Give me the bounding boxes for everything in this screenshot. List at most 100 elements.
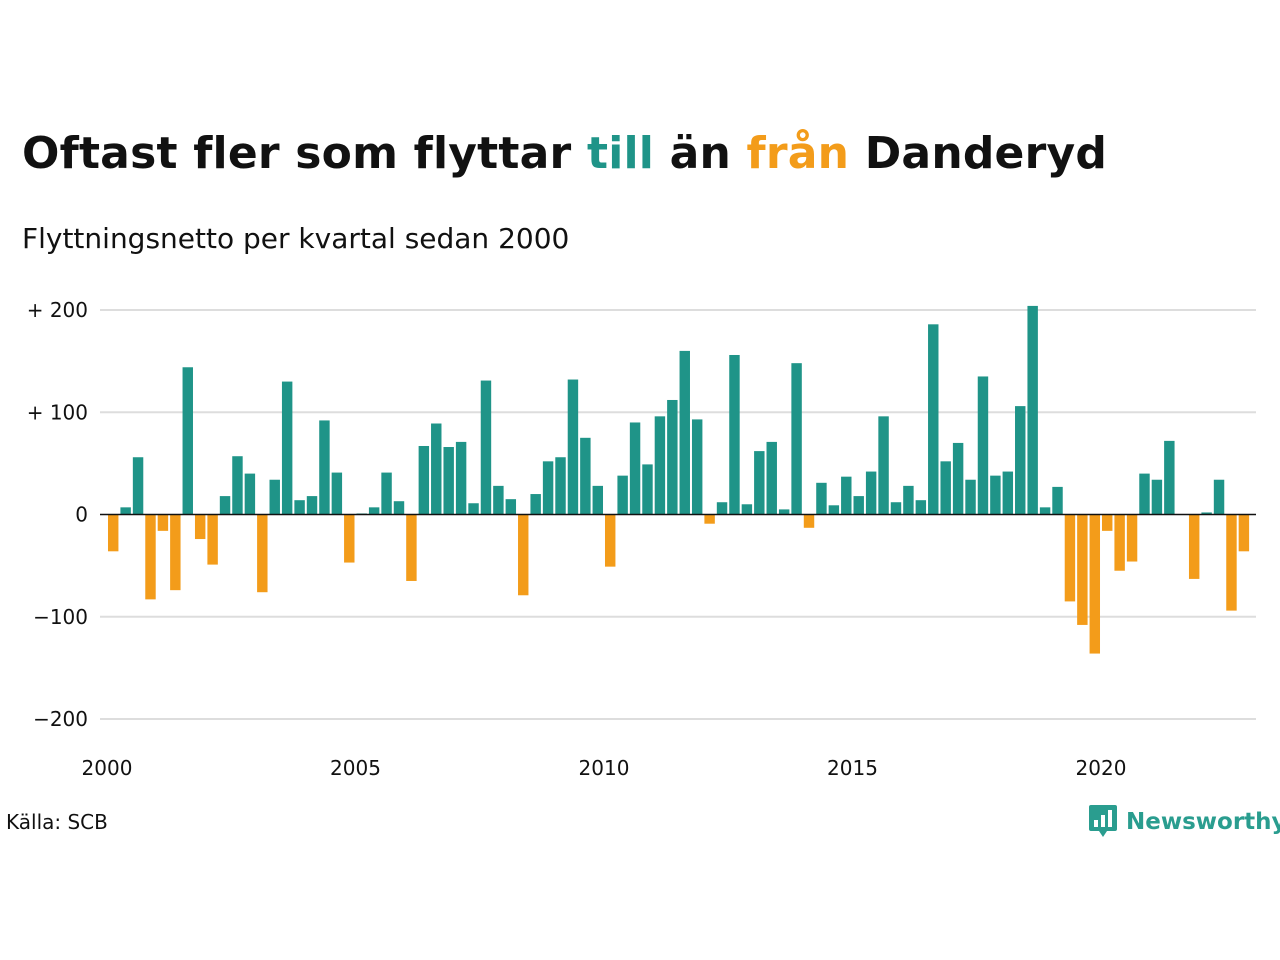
y-tick-label: −100 [33, 605, 88, 629]
bar [344, 514, 355, 563]
bar [604, 514, 616, 567]
bar [381, 472, 392, 515]
bar [853, 496, 864, 515]
bar [1077, 514, 1088, 625]
bar [778, 509, 790, 515]
bar [1201, 512, 1212, 515]
bar [940, 461, 951, 515]
y-tick-label: + 100 [27, 400, 88, 424]
bar [170, 514, 181, 591]
bar [542, 461, 554, 515]
bar [269, 479, 280, 515]
bar [331, 472, 343, 515]
chart-subtitle: Flyttningsnetto per kvartal sedan 2000 [22, 222, 570, 255]
bar [741, 504, 753, 515]
bar [1015, 406, 1026, 515]
bar-chart-speech-bubble-icon [1089, 805, 1117, 837]
bar [1052, 486, 1063, 515]
bar [182, 367, 193, 515]
y-tick-label: −200 [33, 707, 88, 731]
bar [518, 514, 529, 596]
bar [915, 500, 927, 515]
bar [120, 507, 131, 515]
bar [368, 507, 380, 515]
axes: + 200 + 100 0 −100 −200 2000 2005 2010 2015 2020 [27, 298, 1256, 780]
bar [667, 399, 678, 515]
bar [1064, 514, 1076, 602]
title-fran: från [746, 128, 850, 179]
bar [704, 514, 715, 524]
bar [1039, 507, 1051, 515]
bar [754, 451, 765, 515]
bar [1238, 514, 1250, 552]
bar [928, 324, 939, 515]
bar [393, 501, 405, 515]
bar [232, 456, 243, 515]
x-tick-label: 2010 [579, 756, 630, 780]
bar [716, 502, 728, 515]
x-tick-label: 2000 [82, 756, 133, 780]
bar [281, 381, 293, 515]
bar [480, 380, 492, 515]
bars [107, 305, 1250, 654]
bar [890, 502, 902, 515]
bar [977, 376, 989, 515]
bar [505, 499, 517, 515]
bar [1089, 514, 1101, 654]
bar [406, 514, 417, 581]
bar [431, 423, 442, 515]
x-tick-label: 2020 [1076, 756, 1127, 780]
bar [1002, 471, 1014, 515]
brand-name: Newsworthy [1126, 809, 1280, 835]
x-tick-label: 2005 [330, 756, 381, 780]
bar [157, 514, 169, 531]
bar [1188, 514, 1200, 579]
bar [1101, 514, 1113, 531]
bar [194, 514, 206, 540]
bar [617, 475, 628, 515]
bar [207, 514, 218, 565]
bar [592, 485, 604, 515]
bar [580, 437, 591, 515]
bar [1139, 473, 1150, 515]
bar [642, 464, 653, 515]
bar [107, 514, 119, 552]
title-till: till [586, 128, 655, 179]
x-tick-label: 2015 [827, 756, 878, 780]
bar [729, 354, 740, 515]
chart-title: Oftast fler som flyttar till än från Dan… [22, 128, 1107, 179]
bar [455, 441, 467, 515]
bar [530, 494, 541, 515]
bar [145, 514, 156, 600]
bar [629, 422, 641, 515]
bar [418, 445, 430, 515]
bar [443, 447, 454, 515]
bar [679, 350, 690, 515]
gridlines [100, 309, 1256, 720]
bar [493, 485, 504, 515]
bar [294, 500, 305, 515]
bar [903, 485, 914, 515]
bar [1213, 479, 1225, 515]
bar [965, 479, 976, 515]
bar [319, 420, 330, 515]
bar [654, 416, 666, 515]
bar [132, 457, 144, 515]
bar [803, 514, 815, 528]
bar [1151, 479, 1163, 515]
y-tick-label: 0 [75, 503, 88, 527]
bar [816, 482, 827, 515]
bar [1164, 440, 1175, 515]
bar [878, 416, 889, 515]
bar [791, 363, 802, 515]
bar [766, 441, 777, 515]
bar [952, 442, 964, 515]
bar [990, 475, 1001, 515]
title-part-2: än [654, 128, 747, 179]
bar [257, 514, 268, 593]
brand-logo: Newsworthy [1088, 804, 1280, 840]
bar [567, 379, 579, 515]
y-tick-label: + 200 [27, 298, 88, 322]
title-part-1: Oftast fler som flyttar [22, 128, 587, 179]
